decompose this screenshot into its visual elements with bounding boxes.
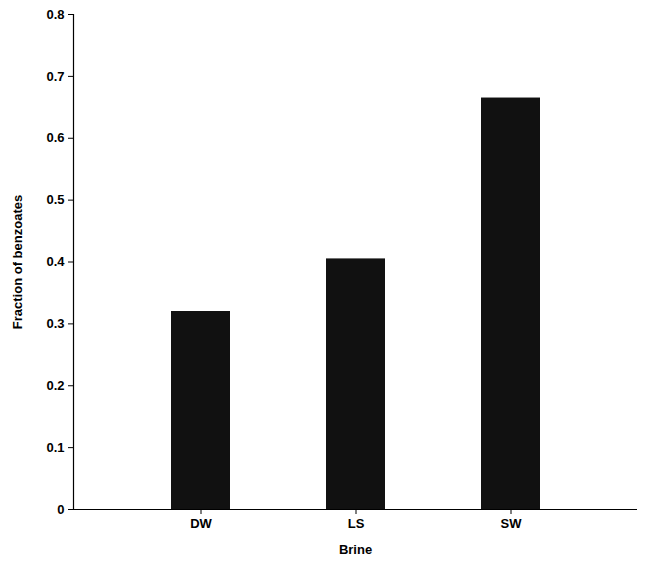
svg-text:0.4: 0.4 [46,254,65,269]
svg-text:SW: SW [501,516,523,531]
svg-text:0.7: 0.7 [46,69,64,84]
svg-text:Brine: Brine [339,542,372,557]
svg-text:0.5: 0.5 [46,192,64,207]
svg-text:0.2: 0.2 [46,378,64,393]
svg-text:LS: LS [348,516,365,531]
svg-text:Fraction of benzoates: Fraction of benzoates [10,195,25,329]
svg-text:DW: DW [190,516,212,531]
svg-text:0.1: 0.1 [46,440,64,455]
svg-text:0.3: 0.3 [46,316,64,331]
svg-text:0: 0 [57,502,64,517]
svg-text:0.6: 0.6 [46,130,64,145]
svg-text:0.8: 0.8 [46,7,64,22]
